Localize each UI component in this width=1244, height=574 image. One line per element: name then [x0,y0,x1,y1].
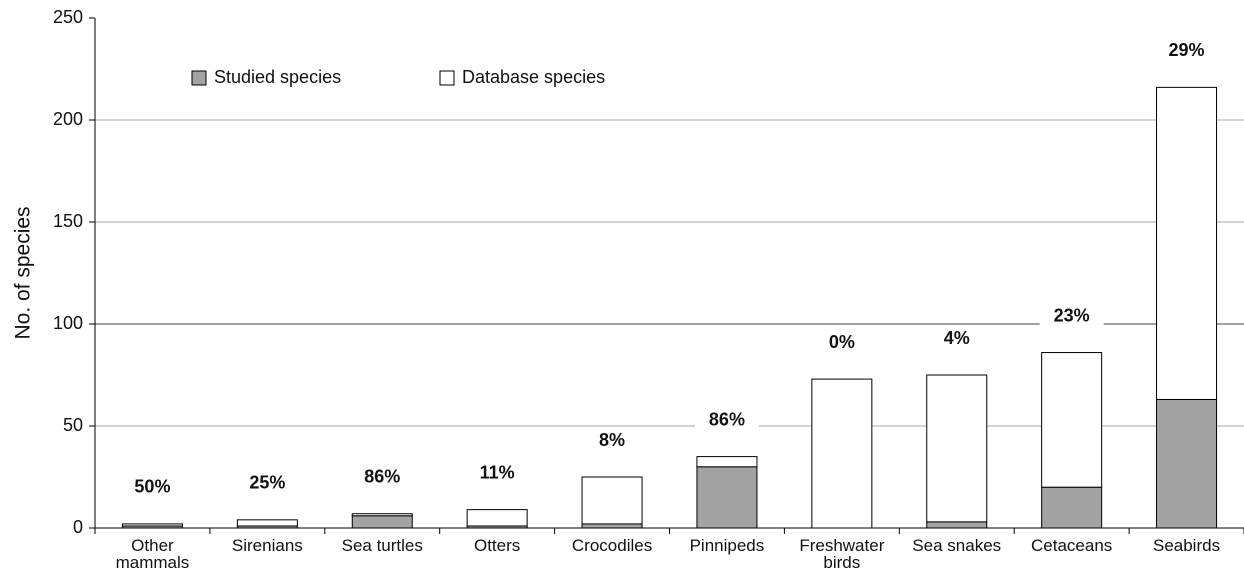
legend-swatch [191,70,207,86]
bar-segment [466,509,528,527]
label-bg [235,471,300,496]
x-tick-label: Seabirds [1152,536,1221,555]
bar-segment [926,374,988,523]
label-bg [1039,304,1104,329]
bar-segment [1156,398,1218,529]
label-bg [694,408,759,433]
legend-label: Studied species [214,67,341,87]
label-bg [465,461,530,486]
percent-label: 23% [1054,305,1090,325]
y-axis-label: No. of species [12,206,35,339]
bar-segment [351,515,413,529]
x-tick-label: Sea turtles [341,536,423,555]
bar-segment [1041,352,1103,488]
x-tick-label: Cetaceans [1031,536,1113,555]
bar-segment [926,521,988,529]
label-bg [580,429,645,453]
label-bg [1154,39,1219,64]
bar-segment [811,378,873,529]
legend-label: Database species [462,67,605,87]
y-tick-label: 50 [63,415,83,435]
percent-label: 11% [480,462,515,482]
x-tick-label: Sea snakes [912,536,1002,555]
percent-label: 25% [249,473,285,493]
x-tick-label: Other mammals [115,536,190,572]
y-tick-label: 250 [53,7,83,27]
bar-segment [696,456,758,468]
bar-segment [1041,486,1103,529]
percent-label: 86% [709,409,745,429]
percent-label: 8% [599,430,625,450]
y-tick-label: 200 [53,109,83,129]
bar-segment [236,519,298,527]
x-tick-label: Crocodiles [571,536,653,555]
label-bg [350,465,415,490]
bar-segment [581,523,643,529]
x-tick-label: Otters [473,536,521,555]
bar-segment [121,523,183,527]
percent-label: 0% [829,332,855,352]
percent-label: 50% [134,477,170,497]
percent-label: 29% [1169,40,1205,60]
bar-segment [696,466,758,529]
label-bg [924,327,989,351]
x-tick-label: Pinnipeds [689,536,765,555]
legend-swatch [439,70,455,86]
bar-segment [351,513,413,517]
label-bg [120,475,185,500]
y-tick-label: 0 [73,517,83,537]
bar-segment [581,476,643,525]
y-tick-label: 100 [53,313,83,333]
x-tick-label: Sirenians [231,536,303,555]
percent-label: 86% [364,466,400,486]
percent-label: 4% [944,328,970,348]
bar-segment [1156,86,1218,400]
x-tick-label: Freshwater birds [799,536,885,572]
y-tick-label: 150 [53,211,83,231]
label-bg [809,331,874,356]
